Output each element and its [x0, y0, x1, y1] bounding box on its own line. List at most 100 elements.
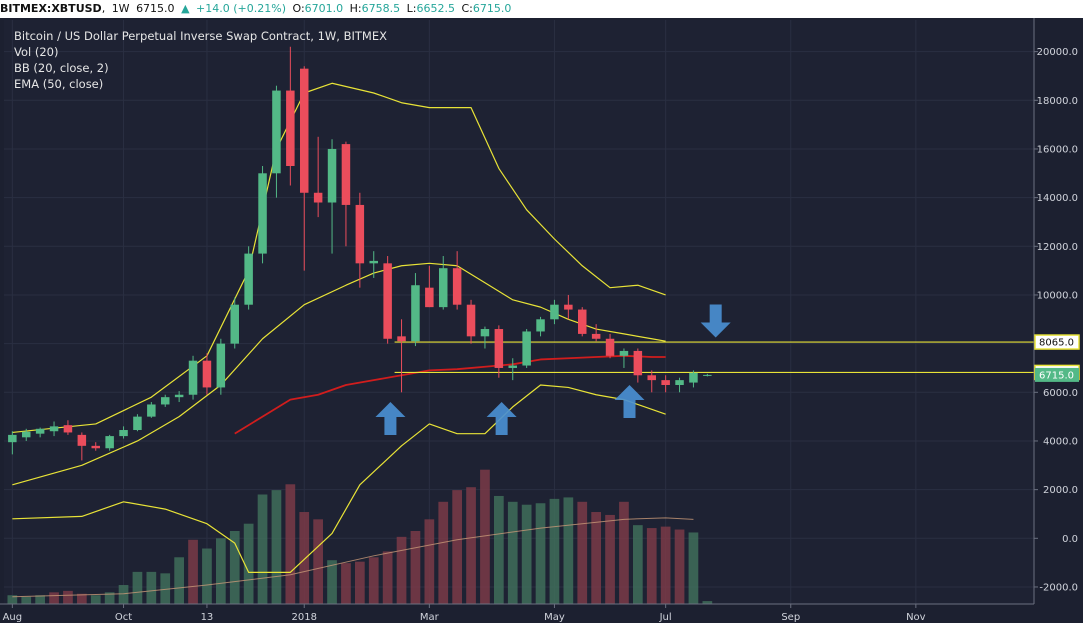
- candle-body: [411, 285, 420, 342]
- legend-volume[interactable]: Vol (20): [14, 45, 59, 59]
- volume-bar: [632, 525, 643, 604]
- volume-bar: [438, 501, 449, 604]
- open-label: O:6701.0: [292, 2, 344, 15]
- plot-area: [4, 20, 1034, 604]
- legend-ema[interactable]: EMA (50, close): [14, 77, 104, 91]
- ema-line: [234, 354, 666, 435]
- candle: [8, 431, 17, 455]
- time-tick-label: Jul: [659, 612, 672, 623]
- volume-bar: [229, 531, 240, 604]
- price-tick-label: 12000.0: [1037, 242, 1078, 253]
- volume-bar: [299, 512, 310, 604]
- volume-bar: [327, 560, 337, 604]
- volume-bar: [63, 590, 73, 604]
- candle-body: [272, 90, 281, 174]
- candle: [147, 402, 156, 418]
- candle: [564, 294, 573, 320]
- candle: [619, 348, 629, 368]
- volume-bar: [563, 497, 574, 604]
- candle: [675, 377, 684, 393]
- candle: [299, 66, 309, 271]
- volume-bar: [188, 539, 198, 604]
- volume-bar: [549, 498, 560, 604]
- candle-body: [675, 380, 684, 385]
- candle: [633, 348, 643, 383]
- candle-body: [313, 192, 323, 203]
- candle: [480, 326, 490, 349]
- candle-body: [35, 428, 45, 434]
- candle: [355, 192, 365, 288]
- candle: [577, 307, 587, 337]
- volume-bar: [354, 561, 365, 604]
- candle-body: [522, 331, 531, 366]
- candle-body: [661, 380, 670, 385]
- price-tick-label: 14000.0: [1037, 193, 1078, 204]
- candle-body: [286, 90, 295, 166]
- time-axis-panel: [0, 604, 1083, 623]
- volume-bar: [591, 512, 601, 604]
- volume-bar: [215, 538, 226, 604]
- time-tick-label: Oct: [115, 612, 132, 623]
- candle-body: [77, 434, 87, 446]
- candle: [21, 428, 31, 441]
- candle: [550, 299, 559, 325]
- candle: [508, 358, 517, 381]
- candle-body: [508, 365, 517, 368]
- time-tick-label: 13: [201, 612, 214, 623]
- price-axis-panel: [1034, 18, 1083, 623]
- candle: [438, 256, 448, 310]
- candle: [605, 333, 615, 359]
- legend-bollinger[interactable]: BB (20, close, 2): [14, 61, 109, 75]
- price-tick-label: 20000.0: [1037, 47, 1078, 58]
- volume-bar: [174, 557, 184, 604]
- chart-title: Bitcoin / US Dollar Perpetual Inverse Sw…: [14, 29, 387, 43]
- candle: [703, 373, 712, 377]
- volume-bar: [605, 514, 615, 604]
- volume-bar: [521, 504, 532, 604]
- symbol-name[interactable]: BITMEX:XBTUSD,: [0, 2, 106, 15]
- candle: [313, 136, 323, 218]
- candle: [35, 427, 45, 438]
- candle-body: [244, 253, 253, 305]
- arrow-up-icon: [486, 402, 517, 436]
- candle: [425, 265, 434, 308]
- time-tick-label: Aug: [3, 612, 23, 623]
- candle: [91, 442, 100, 451]
- candle: [452, 251, 462, 310]
- volume-bar: [202, 548, 212, 604]
- volume-bar: [396, 536, 407, 604]
- candle: [286, 46, 295, 186]
- candle-body: [341, 144, 351, 205]
- candle-body: [480, 329, 490, 337]
- volume-bar: [660, 526, 671, 604]
- price-tick-label: 6000.0: [1043, 388, 1078, 399]
- candle: [188, 355, 198, 400]
- candle-body: [230, 304, 239, 344]
- candle: [174, 391, 184, 403]
- volume-bar: [7, 595, 18, 604]
- interval-label[interactable]: 1W: [111, 2, 130, 15]
- candle-body: [119, 430, 128, 437]
- volume-bar: [466, 487, 476, 604]
- candle-body: [202, 360, 212, 388]
- price-label-box: [1035, 367, 1079, 382]
- arrow-up-icon: [375, 402, 406, 436]
- candle-body: [355, 204, 365, 264]
- price-change: +14.0 (+0.21%): [196, 2, 286, 15]
- volume-bar: [424, 519, 435, 604]
- candle-body: [577, 309, 587, 334]
- volume-bar: [49, 592, 59, 604]
- candle-body: [147, 404, 156, 417]
- close-label: C:6715.0: [461, 2, 512, 15]
- candle: [133, 414, 142, 432]
- candle-body: [425, 287, 434, 308]
- candle: [119, 426, 128, 439]
- candle-body: [703, 374, 712, 376]
- volume-bar: [285, 484, 296, 604]
- candle: [591, 324, 601, 342]
- volume-bar: [368, 557, 379, 604]
- time-tick-label: Sep: [781, 612, 800, 623]
- volume-ma-line: [12, 517, 694, 598]
- volume-bar: [410, 531, 421, 604]
